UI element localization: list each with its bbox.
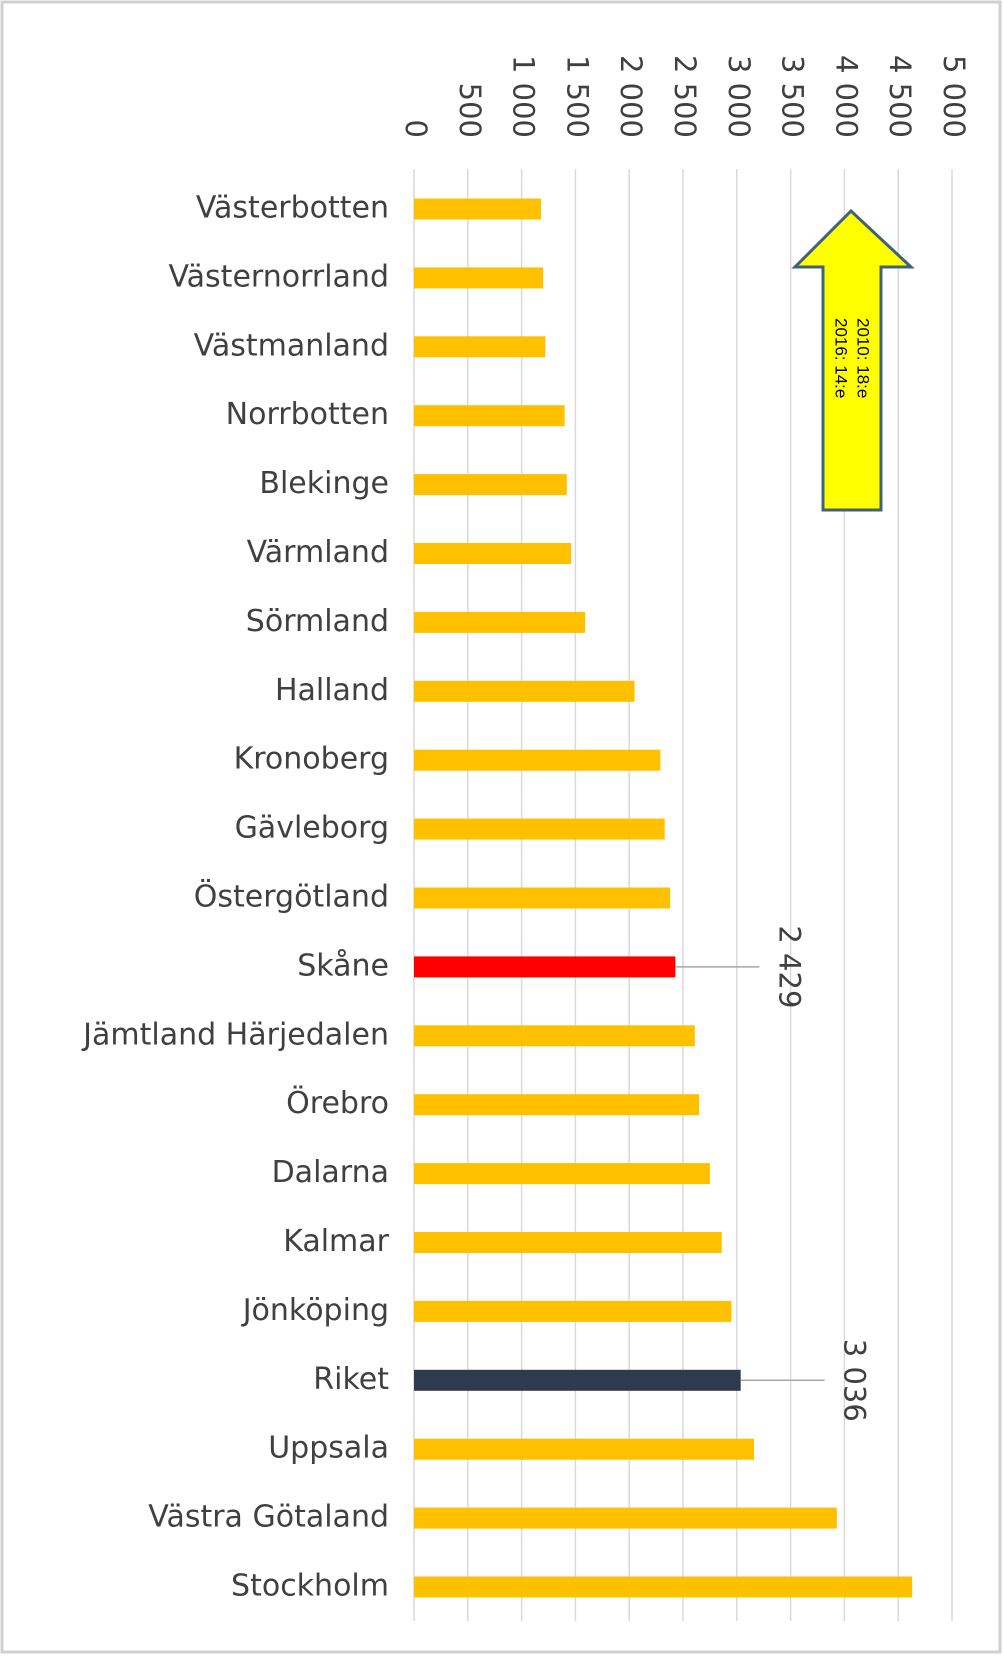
y-tick-label: Jönköping: [241, 1293, 389, 1328]
bar: [414, 1025, 695, 1047]
y-tick-label: Örebro: [286, 1085, 389, 1121]
y-tick-label: Värmland: [247, 535, 389, 570]
bar: [414, 1300, 732, 1322]
y-tick-label: Jämtland Härjedalen: [81, 1017, 389, 1052]
x-tick-label: 1 500: [560, 55, 594, 138]
y-tick-label: Stockholm: [231, 1569, 389, 1604]
x-tick-label: 3 500: [776, 55, 810, 138]
y-tick-label: Kalmar: [283, 1224, 389, 1259]
y-tick-label: Kronoberg: [234, 742, 389, 777]
y-tick-label: Skåne: [297, 948, 389, 983]
bar: [414, 336, 546, 358]
y-tick-label: Uppsala: [268, 1431, 389, 1466]
bar: [414, 267, 544, 289]
bar: [414, 680, 635, 702]
x-tick-label: 4 500: [883, 55, 917, 138]
x-tick-label: 3 000: [722, 55, 756, 138]
bar: [414, 474, 567, 496]
x-tick-label: 2 000: [614, 55, 648, 138]
y-tick-label: Sörmland: [246, 604, 389, 639]
y-tick-label: Västmanland: [194, 328, 389, 363]
bar: [414, 1507, 837, 1529]
y-tick-label: Västernorrland: [168, 259, 389, 294]
x-tick-label: 500: [453, 83, 487, 138]
x-tick-label: 0: [399, 120, 433, 138]
x-tick-label: 2 500: [668, 55, 702, 138]
data-label: 2 429: [772, 925, 806, 1008]
x-tick-label: 5 000: [937, 55, 971, 138]
bar: [414, 1438, 755, 1460]
annotation: 2010: 18:e: [854, 318, 873, 398]
bar: [414, 405, 565, 427]
data-label: 3 036: [838, 1339, 872, 1422]
y-tick-label: Gävleborg: [235, 811, 389, 846]
bar: [414, 749, 661, 771]
x-tick-label: 4 000: [829, 55, 863, 138]
bar: [414, 956, 676, 978]
annotation: 2016: 14:e: [832, 318, 851, 398]
bar: [414, 818, 665, 840]
y-tick-label: Västerbotten: [196, 191, 389, 226]
bar: [414, 198, 541, 220]
y-tick-label: Dalarna: [272, 1155, 389, 1190]
bar: [414, 611, 586, 633]
x-tick-label: 1 000: [507, 55, 541, 138]
bar: [414, 1369, 741, 1391]
bar: [414, 1163, 710, 1185]
arrow: [791, 208, 915, 512]
y-tick-label: Riket: [313, 1362, 389, 1397]
bar: [414, 1576, 913, 1598]
y-tick-label: Västra Götaland: [148, 1500, 389, 1535]
y-tick-label: Norrbotten: [226, 397, 389, 432]
y-tick-label: Östergötland: [194, 879, 389, 915]
y-tick-label: Halland: [275, 673, 389, 708]
bar: [414, 887, 671, 909]
y-tick-label: Blekinge: [259, 466, 389, 501]
bar: [414, 543, 572, 564]
bar: [414, 1094, 700, 1116]
bar: [414, 1232, 722, 1253]
